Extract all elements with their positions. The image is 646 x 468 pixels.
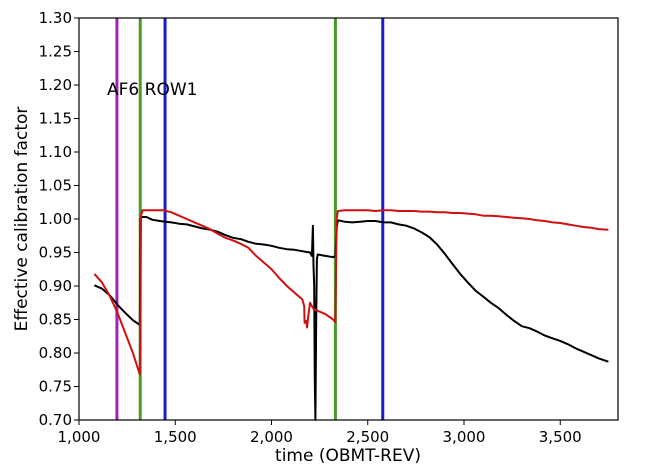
series-line-2 bbox=[93, 209, 609, 376]
axis-ticks: 1,000 1,500 2,000 2,500 3,000 3,500 0.70 0.75 0.… bbox=[39, 9, 582, 446]
y-tick-label: 0.85 bbox=[39, 311, 72, 329]
y-tick-label: 1.10 bbox=[39, 143, 72, 161]
y-tick-label: 1.25 bbox=[39, 43, 72, 61]
x-tick-label: 3,000 bbox=[443, 428, 486, 446]
y-tick-label: 0.95 bbox=[39, 244, 72, 262]
annotation-label: AF6 ROW1 bbox=[107, 80, 197, 100]
x-tick-label: 1,500 bbox=[154, 428, 197, 446]
x-tick-label: 3,500 bbox=[539, 428, 582, 446]
y-tick-label: 0.80 bbox=[39, 344, 72, 362]
y-tick-label: 0.70 bbox=[39, 411, 72, 429]
y-tick-label: 1.15 bbox=[39, 110, 72, 128]
y-tick-label: 0.75 bbox=[39, 378, 72, 396]
series-line-1 bbox=[93, 216, 609, 421]
plot-frame bbox=[78, 17, 619, 421]
plot-area bbox=[93, 18, 609, 421]
y-axis-title: Effective calibration factor bbox=[12, 107, 32, 332]
y-tick-label: 0.90 bbox=[39, 277, 72, 295]
x-axis-title: time (OBMT-REV) bbox=[275, 446, 421, 466]
y-tick-label: 1.20 bbox=[39, 76, 72, 94]
x-tick-label: 1,000 bbox=[58, 428, 101, 446]
x-tick-label: 2,500 bbox=[346, 428, 389, 446]
y-tick-label: 1.05 bbox=[39, 177, 72, 195]
x-tick-label: 2,000 bbox=[250, 428, 293, 446]
y-tick-label: 1.30 bbox=[39, 9, 72, 27]
y-tick-label: 1.00 bbox=[39, 210, 72, 228]
